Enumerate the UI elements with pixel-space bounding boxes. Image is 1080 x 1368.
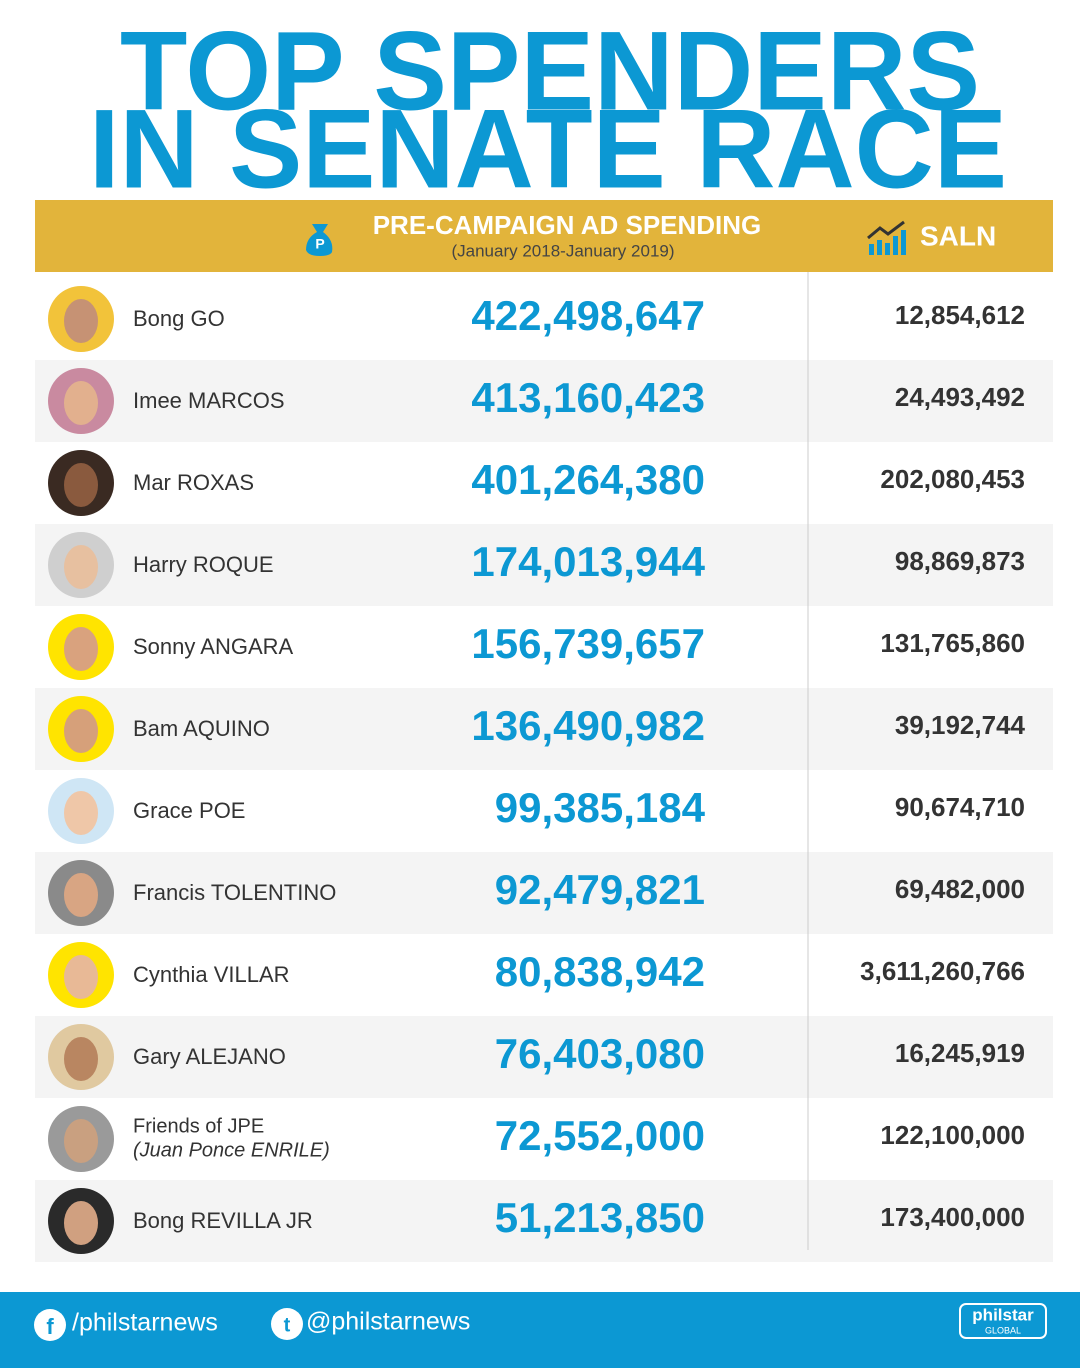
row-background (35, 442, 1053, 524)
saln: 122,100,000 (880, 1120, 1025, 1150)
saln: 3,611,260,766 (860, 956, 1025, 986)
saln: 173,400,000 (880, 1202, 1025, 1232)
candidate-name: Bong REVILLA JR (133, 1208, 313, 1233)
column-note: (January 2018-January 2019) (451, 241, 674, 260)
svg-text:P: P (315, 236, 324, 252)
candidate-name: Mar ROXAS (133, 470, 254, 495)
ad-spending: 136,490,982 (471, 702, 705, 749)
avatar-face (64, 381, 98, 425)
saln: 131,765,860 (880, 628, 1025, 658)
row-background (35, 934, 1053, 1016)
saln: 69,482,000 (895, 874, 1025, 904)
ad-spending: 80,838,942 (495, 948, 705, 995)
avatar-face (64, 1201, 98, 1245)
row-background (35, 852, 1053, 934)
candidate-name: Friends of JPE (133, 1115, 264, 1137)
row-background (35, 1016, 1053, 1098)
candidate-name: Sonny ANGARA (133, 634, 294, 659)
title-line: IN SENATE RACE (89, 87, 1007, 212)
saln: 24,493,492 (895, 382, 1025, 412)
candidate-name: Imee MARCOS (133, 388, 285, 413)
avatar-face (64, 1119, 98, 1163)
ad-spending: 413,160,423 (471, 374, 705, 421)
avatar-face (64, 627, 98, 671)
ad-spending: 99,385,184 (495, 784, 706, 831)
title-line: TOP SPENDERS (120, 9, 980, 134)
candidate-name: Grace POE (133, 798, 245, 823)
growth-icon (867, 220, 906, 255)
ad-spending: 422,498,647 (471, 292, 705, 339)
candidate-name: Cynthia VILLAR (133, 962, 290, 987)
saln: 12,854,612 (895, 300, 1025, 330)
ad-spending: 174,013,944 (471, 538, 705, 585)
logo-box (959, 1303, 1047, 1339)
logo-sub: GLOBAL (985, 1325, 1021, 1335)
twitter-glyph: t (284, 1314, 291, 1336)
avatar-face (64, 873, 98, 917)
twitter-icon (271, 1308, 303, 1340)
candidate-name: Bong GO (133, 306, 225, 331)
row-background (35, 606, 1053, 688)
row-background (35, 688, 1053, 770)
avatar-face (64, 791, 98, 835)
saln: 16,245,919 (895, 1038, 1025, 1068)
row-background (35, 1180, 1053, 1262)
ad-spending: 76,403,080 (495, 1030, 705, 1077)
candidate-name: Francis TOLENTINO (133, 880, 336, 905)
row-background (35, 770, 1053, 852)
row-background (35, 278, 1053, 360)
saln: 202,080,453 (880, 464, 1025, 494)
money-bag-icon: P (306, 224, 333, 256)
candidate-name: Bam AQUINO (133, 716, 270, 741)
ad-spending: 51,213,850 (495, 1194, 705, 1241)
candidate-note: (Juan Ponce ENRILE) (133, 1139, 330, 1161)
row-background (35, 360, 1053, 442)
footer-bar (0, 1292, 1080, 1368)
ad-spending: 156,739,657 (471, 620, 705, 667)
avatar-face (64, 463, 98, 507)
avatar-face (64, 299, 98, 343)
ad-spending: 92,479,821 (495, 866, 705, 913)
avatar-face (64, 955, 98, 999)
saln: 90,674,710 (895, 792, 1025, 822)
saln: 98,869,873 (895, 546, 1025, 576)
facebook-glyph: f (46, 1314, 54, 1339)
candidate-name: Gary ALEJANO (133, 1044, 286, 1069)
facebook-icon (34, 1309, 66, 1341)
header-bar (35, 200, 1053, 272)
twitter-handle[interactable]: @philstarnews (306, 1308, 470, 1336)
row-background (35, 1098, 1053, 1180)
avatar-face (64, 545, 98, 589)
column-header: PRE-CAMPAIGN AD SPENDING (373, 210, 762, 240)
avatar-face (64, 709, 98, 753)
facebook-handle[interactable]: /philstarnews (72, 1309, 218, 1337)
ad-spending: 401,264,380 (471, 456, 705, 503)
ad-spending: 72,552,000 (495, 1112, 705, 1159)
column-header: SALN (920, 220, 996, 251)
logo: philstar (972, 1305, 1034, 1324)
saln: 39,192,744 (895, 710, 1026, 740)
row-background (35, 524, 1053, 606)
candidate-name: Harry ROQUE (133, 552, 274, 577)
avatar-face (64, 1037, 98, 1081)
